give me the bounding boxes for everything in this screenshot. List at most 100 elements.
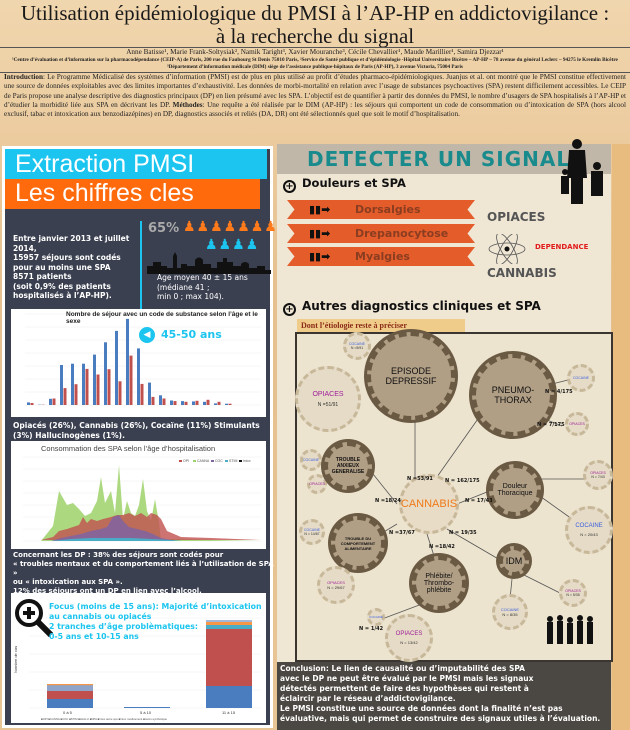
- paris-skyline-icon: [147, 252, 271, 274]
- dp-line: Concernant les DP : 38% des séjours sont…: [13, 551, 224, 559]
- key-figures-header: Les chiffres cles: [5, 179, 260, 209]
- pneumothorax-node: PNEUMO- THORAX: [472, 354, 554, 436]
- ep-opiaces-node: OPIACES N =51/91: [295, 366, 361, 432]
- conclusion-line: avec le DP ne peut être évalué par le PM…: [280, 674, 534, 683]
- idm-opiaces-node: OPIACES N = 5/35: [559, 579, 587, 607]
- dp-line: « troubles mentaux et du comportement li…: [13, 560, 274, 577]
- introduction: Introduction: Le Programme Médicalisé de…: [4, 73, 626, 119]
- age-stats: Age moyen 40 ± 15 ans (médiane 41 ; min …: [157, 273, 248, 302]
- dp-line: 12% des séjours ont un DP en lien avec l…: [13, 587, 202, 595]
- female-person-icons: ♟♟♟♟: [205, 238, 260, 253]
- ribbon-label: Drepanocytose: [355, 227, 449, 240]
- node-count: N = 29/67: [327, 585, 345, 590]
- chart-title: Consommation des SPA selon l’âge d’hospi…: [41, 444, 216, 453]
- ph-cocaine-count: N = 1/42: [359, 626, 384, 632]
- methods-label: Méthodes: [172, 100, 203, 109]
- douleur-thoracique-node: Douleur Thoracique: [489, 464, 541, 516]
- family-silhouette-icon: [561, 139, 603, 204]
- conclusion-line: Conclusion: Le lien de causalité ou d’im…: [280, 664, 525, 673]
- conclusion: Conclusion: Le lien de causalité ou d’im…: [277, 662, 611, 730]
- ax-opiaces-node: OPIACES: [307, 474, 327, 494]
- arrow-right-icon: ▮▮➡: [309, 250, 331, 263]
- ribbon-label: Dorsalgies: [355, 203, 421, 216]
- pn-opiaces-count: N = 7/175: [537, 422, 565, 428]
- node-label: COCAINE: [304, 528, 320, 532]
- stat-line: 15957 séjours sont codés: [13, 253, 121, 262]
- svg-text:11 à 15: 11 à 15: [222, 710, 236, 715]
- arrow-right-icon: ▮▮➡: [309, 227, 331, 240]
- node-label: OPIACES: [565, 589, 581, 593]
- ribbon-drepanocytose: ▮▮➡ Drepanocytose: [287, 224, 475, 243]
- stat-line: (soit 0,9% des patients: [13, 281, 111, 291]
- node-label: OPIACES: [312, 390, 344, 398]
- area-chart-plot: OPI CANNA COC STIM Intox: [23, 456, 261, 542]
- node-count: N = 7/43: [591, 475, 605, 479]
- right-panel: DETECTER UN SIGNAL + Douleurs et SPA ▮▮➡ D…: [277, 139, 613, 730]
- poster-title: Utilisation épidémiologique du PMSI à l’…: [0, 2, 630, 48]
- bar-chart-plot: [25, 313, 261, 406]
- node-label: OPIACES: [395, 631, 423, 637]
- idm-cocaine-node: COCAINE N = 8/35: [492, 594, 528, 630]
- ribbon-label: Myalgies: [355, 250, 410, 263]
- ribbon-dorsalgies: ▮▮➡ Dorsalgies: [287, 200, 475, 219]
- node-count: N = 14/67: [304, 532, 320, 536]
- age-line: min 0 ; max 104).: [157, 292, 224, 301]
- idm-node: IDM: [499, 546, 529, 576]
- cannabis-center-node: CANNABIS: [399, 474, 459, 534]
- trouble-anxieux-node: TROUBLE ANXIEUX GENERALISE: [324, 442, 372, 490]
- age-sex-bar-chart: Nombre de séjour avec un code de substan…: [11, 309, 266, 417]
- substance-distribution: Opiacés (26%), Cannabis (26%), Cocaïne (…: [13, 421, 260, 440]
- ph-opiaces-node: OPIACES N = 13/42: [385, 614, 433, 662]
- node-label: COCAINE: [349, 342, 365, 346]
- conclusion-line: éclaircir par le réseau d’addictovigilan…: [280, 694, 456, 703]
- node-count: N = 8/35: [502, 612, 518, 617]
- ph-cocaine-node: COCAINE: [367, 608, 385, 626]
- stat-line: hospitalisés à l’AP-HP).: [13, 291, 112, 300]
- svg-text:Nombre de cas: Nombre de cas: [13, 646, 18, 673]
- node-label: COCAINE: [575, 523, 603, 529]
- edge-label: N =53/91: [407, 476, 433, 482]
- edge-label: N = 17/43: [465, 498, 493, 504]
- etiology-label: Dont l’étiologie reste à préciser: [297, 319, 465, 333]
- zoom-in-icon: +: [283, 180, 296, 193]
- dp-line: ou « intoxication aux SPA ».: [13, 578, 123, 586]
- stat-line: pour au moins une SPA: [13, 262, 111, 272]
- diagnosis-network: COCAINE N =5/91 EPISODE DEPRESSIF OPIACES…: [295, 332, 613, 662]
- atom-icon: [488, 234, 526, 264]
- trouble-alimentaire-node: TROUBLE DU COMPORTEMENT ALIMENTAIRE: [331, 516, 385, 570]
- focus-line: Focus (moins de 15 ans): Majorité d’into…: [49, 602, 262, 611]
- focus-line: au cannabis ou opiacés: [49, 612, 152, 621]
- pn-opiaces-node: OPIACES: [565, 412, 589, 436]
- consumption-area-chart: Consommation des SPA selon l’âge d’hospi…: [11, 441, 266, 549]
- title-line-2: à la recherche du signal: [215, 24, 415, 48]
- node-label: OPIACES: [327, 580, 345, 585]
- other-diagnostics-title: + Autres diagnostics cliniques et SPA: [283, 299, 541, 316]
- divider: [0, 72, 630, 73]
- signal-header: DETECTER UN SIGNAL: [277, 144, 611, 174]
- left-panel: Extraction PMSI Les chiffres cles Entre …: [2, 146, 277, 728]
- episode-depressif-node: EPISODE DEPRESSIF: [367, 332, 455, 420]
- zoom-in-icon: +: [283, 303, 296, 316]
- wood-border: [612, 144, 630, 730]
- svg-text:OPI: OPI: [183, 459, 189, 463]
- phlebite-node: Phlébite/ Thrombo- phlébite: [412, 556, 466, 610]
- node-count: N =51/91: [317, 401, 339, 408]
- age-line: (médiane 41 ;: [157, 282, 210, 292]
- intro-label: Introduction: [4, 73, 44, 81]
- focus-line: 2 tranches d’âge problèmatiques:: [49, 622, 199, 631]
- svg-text:■OPI ■CANNA ■COC ■STIM ■HALLU: ■OPI ■CANNA ■COC ■STIM ■HALLU ■NPA ■Into…: [41, 717, 167, 721]
- signal-title: DETECTER UN SIGNAL: [307, 147, 571, 171]
- drug-opiaces: OPIACES: [487, 210, 546, 224]
- svg-text:COC: COC: [215, 459, 223, 463]
- svg-text:CANNA: CANNA: [197, 459, 210, 463]
- stays-stats: Entre janvier 2013 et juillet 2014, 1595…: [13, 234, 141, 301]
- pain-section-title: + Douleurs et SPA: [283, 176, 406, 193]
- pn-cocaine-node: COCAINE: [567, 364, 595, 392]
- ax-cocaine-node: COCAINE: [300, 449, 322, 471]
- node-count: N =5/91: [350, 346, 364, 350]
- stat-line: 8571 patients: [13, 272, 72, 281]
- dp-stats: Concernant les DP : 38% des séjours sont…: [13, 551, 275, 596]
- arrow-left-icon: ◀: [139, 327, 155, 343]
- age-line: Age moyen 40 ± 15 ans: [157, 273, 248, 282]
- dt-opiaces-node: OPIACES N = 7/43: [583, 460, 613, 490]
